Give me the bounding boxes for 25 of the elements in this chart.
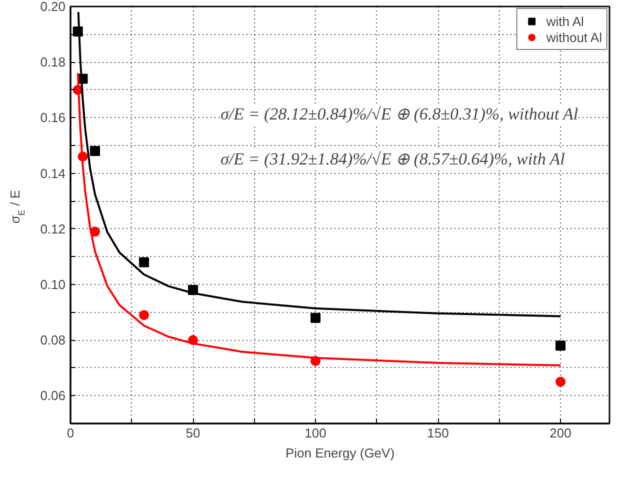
x-tick-label: 100 [304, 426, 326, 440]
point [310, 312, 320, 323]
point [139, 257, 149, 268]
x-axis-title: Pion Energy (GeV) [285, 446, 395, 460]
y-tick-label: 0.20 [40, 0, 66, 14]
y-tick-label: 0.14 [40, 166, 66, 181]
annotation: σ/E = (28.12±0.84)%/√E ⊕ (6.8±0.31)%, without Al [220, 104, 578, 124]
x-tick-label: 150 [427, 426, 449, 440]
point [556, 376, 566, 387]
y-axis-title: σE / E [8, 190, 26, 224]
y-tick-label: 0.10 [40, 277, 66, 292]
x-tick-label: 50 [186, 426, 200, 440]
point [90, 146, 100, 156]
point [556, 340, 566, 351]
legend-label: without Al [546, 29, 602, 45]
x-tick-label: 200 [550, 426, 572, 440]
point [139, 310, 149, 320]
y-tick-label: 0.12 [40, 221, 66, 236]
y-tick-label: 0.08 [40, 332, 66, 348]
y-tick-label: 0.18 [40, 54, 66, 70]
annotation: σ/E = (31.92±1.84)%/√E ⊕ (8.57±0.64)%, with Al [220, 150, 566, 168]
x-tick-label: 0 [66, 426, 74, 440]
legend-label: with Al [546, 13, 584, 29]
y-tick-label: 0.06 [40, 388, 66, 404]
y-tick-label: 0.16 [40, 110, 66, 126]
